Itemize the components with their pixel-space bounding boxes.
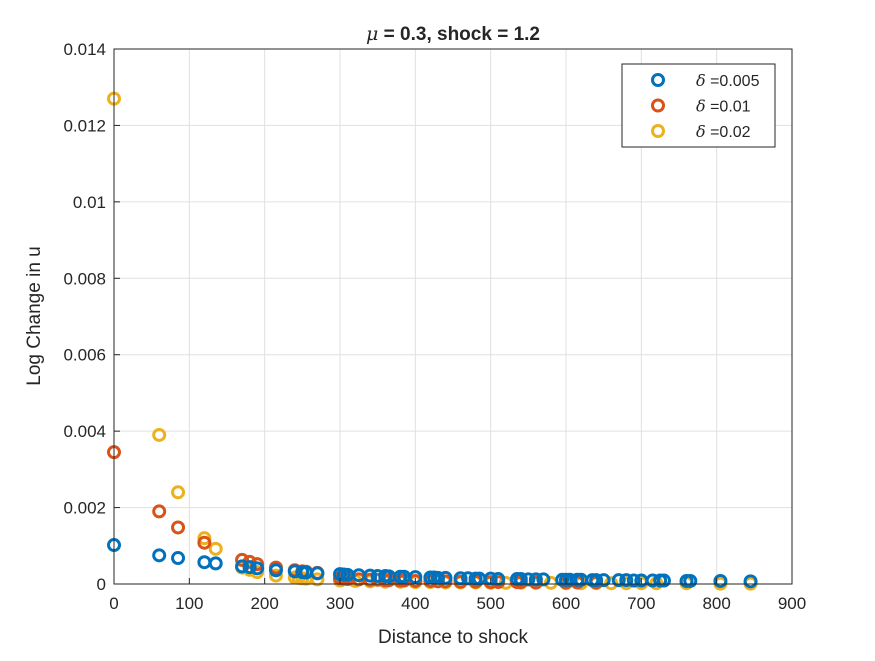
x-tick-label: 800 xyxy=(702,594,730,613)
data-point xyxy=(242,560,257,575)
y-tick-label: 0.002 xyxy=(63,499,106,518)
data-points xyxy=(107,91,758,591)
series-1 xyxy=(107,538,758,589)
x-tick-label: 300 xyxy=(326,594,354,613)
x-tick-label: 900 xyxy=(778,594,806,613)
data-point xyxy=(683,573,698,588)
legend-value: =0.005 xyxy=(706,73,760,90)
legend-entry: δ =0.01 xyxy=(651,97,751,116)
data-point xyxy=(438,570,453,585)
data-point xyxy=(235,559,250,574)
legend-symbol: δ xyxy=(696,122,706,141)
data-point xyxy=(310,566,325,581)
x-tick-label: 600 xyxy=(552,594,580,613)
x-axis-label: Distance to shock xyxy=(378,627,528,648)
legend-marker xyxy=(651,98,665,113)
data-point xyxy=(611,573,626,588)
legend-box xyxy=(621,63,776,148)
legend-symbol: δ xyxy=(696,71,706,90)
data-point xyxy=(197,531,212,546)
axis-ticks: 0 100 200 300 400 500 600 700 800 900 0 0.002 0.004 0… xyxy=(63,40,806,613)
data-point xyxy=(596,573,611,588)
x-tick-label: 400 xyxy=(401,594,429,613)
data-point xyxy=(528,572,543,587)
data-point xyxy=(491,572,506,587)
data-point xyxy=(171,485,186,500)
data-point xyxy=(589,573,604,588)
x-tick-label: 500 xyxy=(476,594,504,613)
y-tick-label: 0 xyxy=(97,575,106,594)
y-tick-label: 0.008 xyxy=(63,269,106,288)
data-point xyxy=(363,568,378,583)
data-point xyxy=(208,541,223,556)
legend-label: δ =0.01 xyxy=(696,97,751,116)
x-tick-label: 200 xyxy=(250,594,278,613)
data-point xyxy=(268,563,283,578)
data-point xyxy=(268,568,283,583)
legend-label: δ =0.005 xyxy=(696,71,760,90)
y-tick-label: 0.006 xyxy=(63,346,106,365)
legend-marker xyxy=(651,124,665,138)
data-point xyxy=(197,535,212,550)
legend-value: =0.01 xyxy=(706,99,751,116)
data-point xyxy=(430,570,445,585)
data-point xyxy=(656,573,671,588)
y-tick-label: 0.004 xyxy=(63,422,106,441)
data-point xyxy=(208,556,223,571)
legend-entry: δ =0.02 xyxy=(651,122,751,141)
data-point xyxy=(619,573,634,588)
data-point xyxy=(513,572,528,587)
legend-label: δ =0.02 xyxy=(696,122,751,141)
x-tick-label: 0 xyxy=(109,594,118,613)
plot-area-border xyxy=(113,48,793,585)
data-point xyxy=(310,572,325,587)
y-axis-label: Log Change in u xyxy=(24,246,45,385)
y-tick-label: 0.012 xyxy=(63,116,106,135)
legend-entry: δ =0.005 xyxy=(651,71,760,90)
x-tick-label: 100 xyxy=(175,594,203,613)
legend-value: =0.02 xyxy=(706,124,751,141)
data-point xyxy=(536,572,551,587)
y-tick-label: 0.01 xyxy=(73,193,106,212)
data-point xyxy=(171,520,186,535)
data-point xyxy=(152,548,167,563)
data-point xyxy=(521,572,536,587)
data-point xyxy=(152,427,167,442)
data-point xyxy=(743,574,758,589)
data-point xyxy=(152,504,167,519)
x-tick-label: 700 xyxy=(627,594,655,613)
chart-title: μ = 0.3, shock = 1.2 xyxy=(366,23,540,45)
legend-symbol: δ xyxy=(696,97,706,116)
data-point xyxy=(250,561,265,576)
data-point xyxy=(626,573,641,588)
data-point xyxy=(604,576,619,591)
title-rest: = 0.3, shock = 1.2 xyxy=(378,24,540,45)
data-point xyxy=(171,551,186,566)
data-point xyxy=(235,552,250,567)
y-tick-label: 0.014 xyxy=(63,40,106,59)
data-point xyxy=(713,573,728,588)
title-symbol: μ xyxy=(366,23,378,45)
legend-marker xyxy=(651,73,665,87)
